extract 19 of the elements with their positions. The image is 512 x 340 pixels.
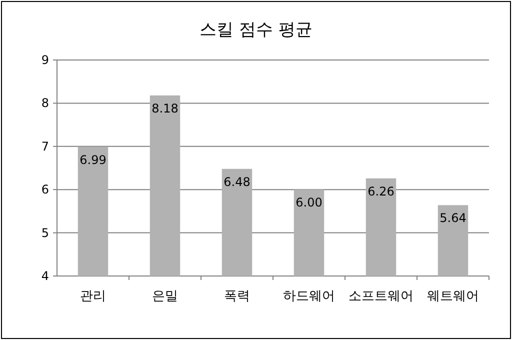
- y-tick-label: 7: [41, 139, 49, 154]
- data-label: 6.26: [368, 184, 394, 198]
- data-label: 5.64: [440, 211, 466, 226]
- x-tick-label: 은밀: [152, 289, 178, 304]
- x-tick-label: 웨트웨어: [427, 289, 479, 304]
- x-tick-label: 관리: [80, 289, 106, 304]
- y-tick-label: 5: [41, 226, 49, 240]
- data-label: 8.18: [152, 101, 178, 116]
- data-label: 6.99: [80, 152, 106, 167]
- data-label: 6.48: [224, 174, 250, 189]
- x-tick-label: 폭력: [224, 289, 250, 304]
- y-tick-label: 6: [41, 182, 49, 197]
- y-tick-label: 8: [41, 96, 49, 110]
- x-tick-label: 하드웨어: [283, 289, 335, 304]
- data-label: 6.00: [296, 196, 322, 210]
- chart-title: 스킬 점수 평균: [200, 20, 312, 40]
- y-tick-label: 9: [41, 53, 49, 67]
- x-tick-label: 소프트웨어: [348, 289, 414, 304]
- y-tick-label: 4: [41, 269, 49, 283]
